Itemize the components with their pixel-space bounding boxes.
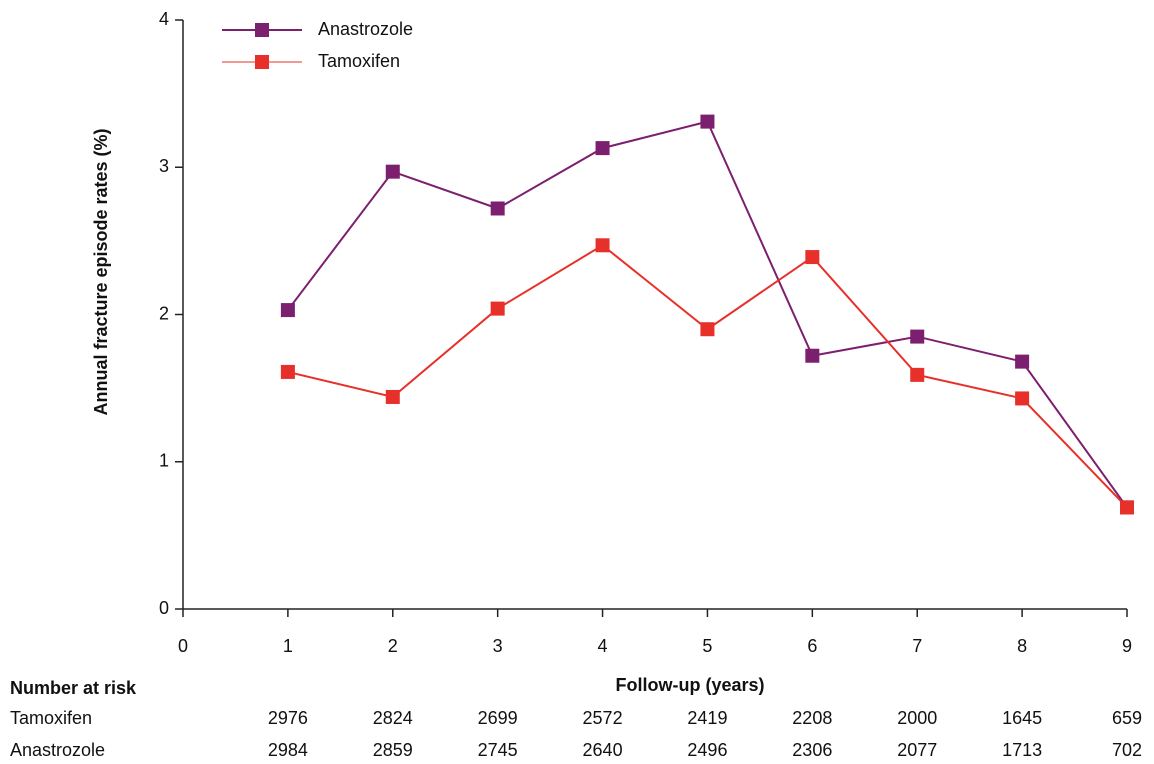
point [910,329,925,344]
x-tick-label: 0 [178,636,188,656]
legend-label: Anastrozole [318,19,413,39]
risk-value: 2496 [687,740,727,760]
y-axis-label: Annual fracture episode rates (%) [91,128,111,415]
x-tick-label: 5 [702,636,712,656]
x-tick-label: 2 [388,636,398,656]
point [490,301,505,316]
x-tick-label: 7 [912,636,922,656]
y-tick-label: 2 [159,303,169,323]
y-tick-label: 4 [159,9,169,29]
x-tick-label: 9 [1122,636,1132,656]
risk-row-label: Anastrozole [10,740,105,760]
risk-value: 2640 [583,740,623,760]
risk-value: 2745 [478,740,518,760]
risk-value: 2572 [583,708,623,728]
point [595,141,610,156]
risk-value: 2976 [268,708,308,728]
x-tick-label: 3 [493,636,503,656]
point [1015,354,1030,369]
legend-marker [255,23,269,37]
risk-value: 2699 [478,708,518,728]
risk-value: 1713 [1002,740,1042,760]
risk-value: 2824 [373,708,413,728]
x-axis-label: Follow-up (years) [615,675,764,695]
point [490,201,505,216]
risk-value: 2419 [687,708,727,728]
risk-value: 702 [1112,740,1142,760]
x-tick-label: 6 [807,636,817,656]
point [700,322,715,337]
point [805,250,820,265]
point [805,348,820,363]
point [385,389,400,404]
risk-value: 1645 [1002,708,1042,728]
point [910,367,925,382]
point [280,303,295,318]
risk-value: 2306 [792,740,832,760]
risk-value: 2077 [897,740,937,760]
risk-table-title: Number at risk [10,678,137,698]
x-tick-label: 4 [598,636,608,656]
series-line [287,244,1128,509]
risk-value: 2984 [268,740,308,760]
risk-value: 2859 [373,740,413,760]
point [1015,391,1030,406]
y-tick-label: 1 [159,451,169,471]
point [280,364,295,379]
legend-label: Tamoxifen [318,51,400,71]
risk-value: 2000 [897,708,937,728]
point [385,164,400,179]
y-tick-label: 0 [159,598,169,618]
x-tick-label: 8 [1017,636,1027,656]
point [1120,500,1134,515]
risk-row-label: Tamoxifen [10,708,92,728]
series-line [287,120,1128,508]
x-tick-label: 1 [283,636,293,656]
legend-marker [255,55,269,69]
risk-value: 2208 [792,708,832,728]
risk-value: 659 [1112,708,1142,728]
y-tick-label: 3 [159,156,169,176]
point [700,114,715,129]
point [595,238,610,253]
